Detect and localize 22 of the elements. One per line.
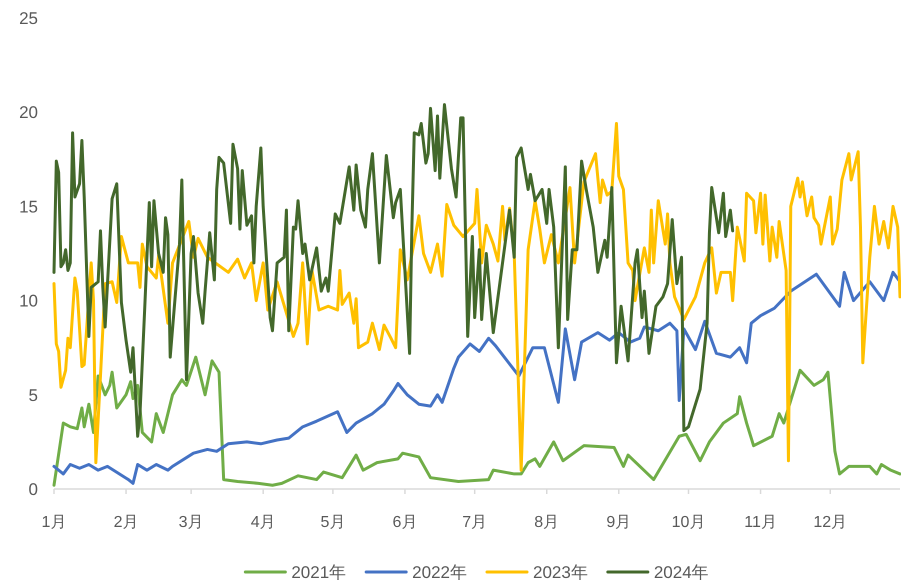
legend-label: 2024年 (654, 563, 709, 582)
y-tick-label: 25 (19, 9, 38, 28)
x-tick-label: 11月 (744, 514, 777, 531)
x-tick-label: 4月 (250, 514, 276, 531)
y-tick-label: 15 (19, 197, 38, 216)
legend-label: 2021年 (291, 563, 346, 582)
x-tick-label: 1月 (42, 514, 66, 531)
legend-label: 2022年 (412, 563, 467, 582)
x-tick-label: 3月 (178, 514, 204, 531)
x-tick-label: 10月 (672, 514, 706, 531)
legend-label: 2023年 (533, 563, 588, 582)
x-tick-label: 7月 (462, 514, 488, 531)
x-tick-label: 6月 (392, 514, 418, 531)
y-tick-label: 20 (19, 103, 38, 122)
x-tick-label: 9月 (606, 514, 632, 531)
x-tick-label: 5月 (320, 514, 346, 531)
x-tick-label: 8月 (534, 514, 560, 531)
y-tick-label: 0 (28, 480, 38, 499)
x-tick-label: 12月 (813, 514, 848, 531)
x-tick-label: 2月 (114, 514, 139, 531)
y-tick-label: 10 (19, 292, 38, 311)
y-tick-label: 5 (28, 386, 38, 405)
